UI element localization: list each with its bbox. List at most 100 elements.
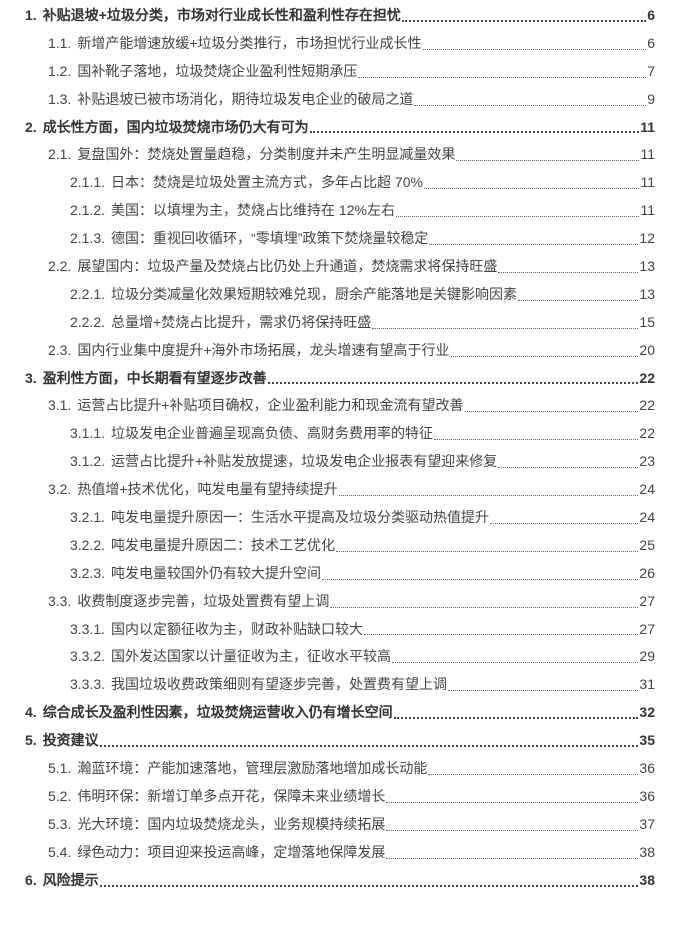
dot-leader — [386, 801, 639, 803]
toc-entry-level-2[interactable]: 1.1. 新增产能增速放缓+垃圾分类推行，市场担忧行业成长性 6 — [0, 30, 677, 58]
toc-entry-number: 3.2. — [48, 481, 72, 498]
toc-entry-title: 吨发电量提升原因二：技术工艺优化 — [111, 536, 336, 553]
toc-entry-page: 38 — [639, 843, 655, 860]
toc-entry-level-3[interactable]: 3.3.1. 国内以定额征收为主，财政补贴缺口较大 27 — [0, 616, 677, 644]
dot-leader — [395, 216, 640, 218]
toc-entry-page: 24 — [639, 509, 655, 526]
toc-entry-level-2[interactable]: 5.1. 瀚蓝环境：产能加速落地，管理层激励落地增加成长动能 36 — [0, 755, 677, 783]
toc-entry-level-2[interactable]: 3.2. 热值增+技术优化，吨发电量有望持续提升 24 — [0, 476, 677, 504]
toc-entry-page: 13 — [639, 258, 655, 275]
dot-leader — [386, 829, 639, 831]
toc-entry-number: 3.3.2. — [70, 648, 106, 665]
toc-entry-page: 23 — [639, 453, 655, 470]
toc-entry-page: 27 — [639, 620, 655, 637]
dot-leader — [448, 690, 639, 692]
toc-entry-level-2[interactable]: 1.3. 补贴退坡已被市场消化，期待垃圾发电企业的破局之道 9 — [0, 86, 677, 114]
toc-entry-level-2[interactable]: 3.3. 收费制度逐步完善，垃圾处置费有望上调 27 — [0, 588, 677, 616]
toc-entry-level-2[interactable]: 2.3. 国内行业集中度提升+海外市场拓展，龙头增速有望高于行业 20 — [0, 337, 677, 365]
toc-entry-title: 盈利性方面，中长期看有望逐步改善 — [42, 369, 267, 386]
toc-entry-number: 1. — [25, 7, 37, 23]
toc-entry-level-3[interactable]: 3.2.3. 吨发电量较国外仍有较大提升空间 26 — [0, 560, 677, 588]
toc-entry-number: 3.1.2. — [70, 453, 106, 470]
dot-leader — [99, 884, 639, 887]
toc-entry-page: 31 — [639, 676, 655, 693]
toc-entry-number: 1.1. — [48, 34, 72, 51]
toc-entry-page: 9 — [647, 90, 655, 107]
toc-entry-level-3[interactable]: 3.1.2. 运营占比提升+补贴发放提速，垃圾发电企业报表有望迎来修复 23 — [0, 448, 677, 476]
toc-entry-number: 3.1.1. — [70, 425, 106, 442]
toc-entry-level-3[interactable]: 2.1.3. 德国：重视回收循环，“零填埋”政策下焚烧量较稳定 12 — [0, 225, 677, 253]
toc-entry-level-3[interactable]: 3.3.3. 我国垃圾收费政策细则有望逐步完善，处置费有望上调 31 — [0, 671, 677, 699]
dot-leader — [490, 522, 639, 524]
toc-entry-number: 2. — [25, 118, 37, 135]
toc-entry-title: 国补靴子落地，垃圾焚烧企业盈利性短期承压 — [77, 62, 358, 79]
dot-leader — [450, 355, 639, 357]
toc-entry-level-1[interactable]: 2. 成长性方面，国内垃圾焚烧市场仍大有可为 11 — [0, 114, 677, 142]
dot-leader — [498, 271, 639, 273]
toc-entry-number: 2.3. — [48, 341, 72, 358]
toc-entry-title: 垃圾发电企业普遍呈现高负债、高财务费用率的特征 — [111, 425, 434, 442]
toc-entry-level-1[interactable]: 3. 盈利性方面，中长期看有望逐步改善 22 — [0, 365, 677, 393]
toc-entry-level-2[interactable]: 5.2. 伟明环保：新增订单多点开花，保障未来业绩增长 36 — [0, 783, 677, 811]
toc-entry-level-2[interactable]: 3.1. 运营占比提升+补贴项目确权，企业盈利能力和现金流有望改善 22 — [0, 392, 677, 420]
toc-entry-page: 27 — [639, 592, 655, 609]
dot-leader — [422, 48, 647, 50]
toc-entry-page: 7 — [647, 62, 655, 79]
toc-entry-page: 36 — [639, 787, 655, 804]
toc-entry-level-3[interactable]: 3.2.2. 吨发电量提升原因二：技术工艺优化 25 — [0, 532, 677, 560]
toc-entry-level-2[interactable]: 5.3. 光大环境：国内垃圾焚烧龙头，业务规模持续拓展 37 — [0, 811, 677, 839]
dot-leader — [364, 634, 639, 636]
toc-entry-page: 6 — [647, 34, 655, 51]
toc-entry-title: 运营占比提升+补贴发放提速，垃圾发电企业报表有望迎来修复 — [111, 453, 498, 470]
dot-leader — [423, 188, 640, 190]
toc-entry-title: 投资建议 — [42, 732, 99, 749]
toc-entry-number: 2.1.2. — [70, 202, 106, 219]
toc-entry-number: 3.3.1. — [70, 620, 106, 637]
toc-entry-number: 3.2.3. — [70, 564, 106, 581]
toc-entry-title: 综合成长及盈利性因素，垃圾焚烧运营收入仍有增长空间 — [42, 704, 393, 721]
toc-entry-title: 光大环境：国内垃圾焚烧龙头，业务规模持续拓展 — [77, 815, 386, 832]
toc-entry-level-3[interactable]: 3.2.1. 吨发电量提升原因一：生活水平提高及垃圾分类驱动热值提升 24 — [0, 504, 677, 532]
toc-entry-number: 3.2.1. — [70, 509, 106, 526]
dot-leader — [322, 578, 639, 580]
toc-entry-level-3[interactable]: 2.2.2. 总量增+焚烧占比提升，需求仍将保持旺盛 15 — [0, 309, 677, 337]
toc-entry-number: 2.1.1. — [70, 174, 106, 191]
toc-entry-number: 4. — [25, 704, 37, 721]
toc-entry-level-2[interactable]: 2.2. 展望国内：垃圾产量及焚烧占比仍处上升通道，焚烧需求将保持旺盛 13 — [0, 253, 677, 281]
toc-entry-level-3[interactable]: 3.1.1. 垃圾发电企业普遍呈现高负债、高财务费用率的特征 22 — [0, 420, 677, 448]
dot-leader — [386, 857, 639, 859]
toc-entry-title: 新增产能增速放缓+垃圾分类推行，市场担忧行业成长性 — [77, 34, 422, 51]
toc-entry-title: 风险提示 — [42, 871, 99, 888]
toc-entry-level-2[interactable]: 2.1. 复盘国外：焚烧处置量趋稳，分类制度并未产生明显减量效果 11 — [0, 141, 677, 169]
toc-entry-page: 25 — [639, 536, 655, 553]
toc-entry-number: 2.1. — [48, 146, 72, 163]
toc-entry-title: 总量增+焚烧占比提升，需求仍将保持旺盛 — [111, 313, 372, 330]
toc-entry-level-3[interactable]: 2.1.2. 美国：以填埋为主，焚烧占比维持在 12%左右 11 — [0, 197, 677, 225]
toc-entry-page: 24 — [639, 481, 655, 498]
toc-entry-title: 补贴退坡已被市场消化，期待垃圾发电企业的破局之道 — [77, 90, 414, 107]
toc-entry-number: 2.1.3. — [70, 230, 106, 247]
toc-entry-level-3[interactable]: 3.3.2. 国外发达国家以计量征收为主，征收水平较高 29 — [0, 643, 677, 671]
toc-entry-title: 德国：重视回收循环，“零填埋”政策下焚烧量较稳定 — [111, 230, 429, 247]
toc-entry-level-3[interactable]: 2.1.1. 日本：焚烧是垃圾处置主流方式，多年占比超 70% 11 — [0, 169, 677, 197]
dot-leader — [414, 104, 647, 106]
toc-entry-title: 垃圾分类减量化效果短期较难兑现，厨余产能落地是关键影响因素 — [111, 285, 518, 302]
dot-leader — [358, 76, 647, 78]
toc-entry-title: 伟明环保：新增订单多点开花，保障未来业绩增长 — [77, 787, 386, 804]
toc-entry-page: 11 — [640, 174, 655, 191]
toc-entry-level-3[interactable]: 2.2.1. 垃圾分类减量化效果短期较难兑现，厨余产能落地是关键影响因素 13 — [0, 281, 677, 309]
toc-entry-title: 复盘国外：焚烧处置量趋稳，分类制度并未产生明显减量效果 — [77, 146, 456, 163]
toc-entry-page: 11 — [640, 146, 655, 163]
toc-entry-level-1[interactable]: 5. 投资建议 35 — [0, 727, 677, 755]
toc-entry-page: 12 — [639, 230, 655, 247]
toc-entry-level-1[interactable]: 4. 综合成长及盈利性因素，垃圾焚烧运营收入仍有增长空间 32 — [0, 699, 677, 727]
toc-entry-level-1[interactable]: 1. 补贴退坡+垃圾分类，市场对行业成长性和盈利性存在担忧 6 — [0, 2, 677, 30]
toc-entry-level-2[interactable]: 1.2. 国补靴子落地，垃圾焚烧企业盈利性短期承压 7 — [0, 58, 677, 86]
dot-leader — [434, 439, 639, 441]
toc-entry-page: 38 — [639, 871, 655, 888]
toc-entry-level-2[interactable]: 5.4. 绿色动力：项目迎来投运高峰，定增落地保障发展 38 — [0, 839, 677, 867]
toc-entry-number: 3.2.2. — [70, 536, 106, 553]
toc-entry-number: 5.2. — [48, 787, 72, 804]
dot-leader — [456, 160, 640, 162]
toc-entry-level-1[interactable]: 6. 风险提示 38 — [0, 867, 677, 895]
